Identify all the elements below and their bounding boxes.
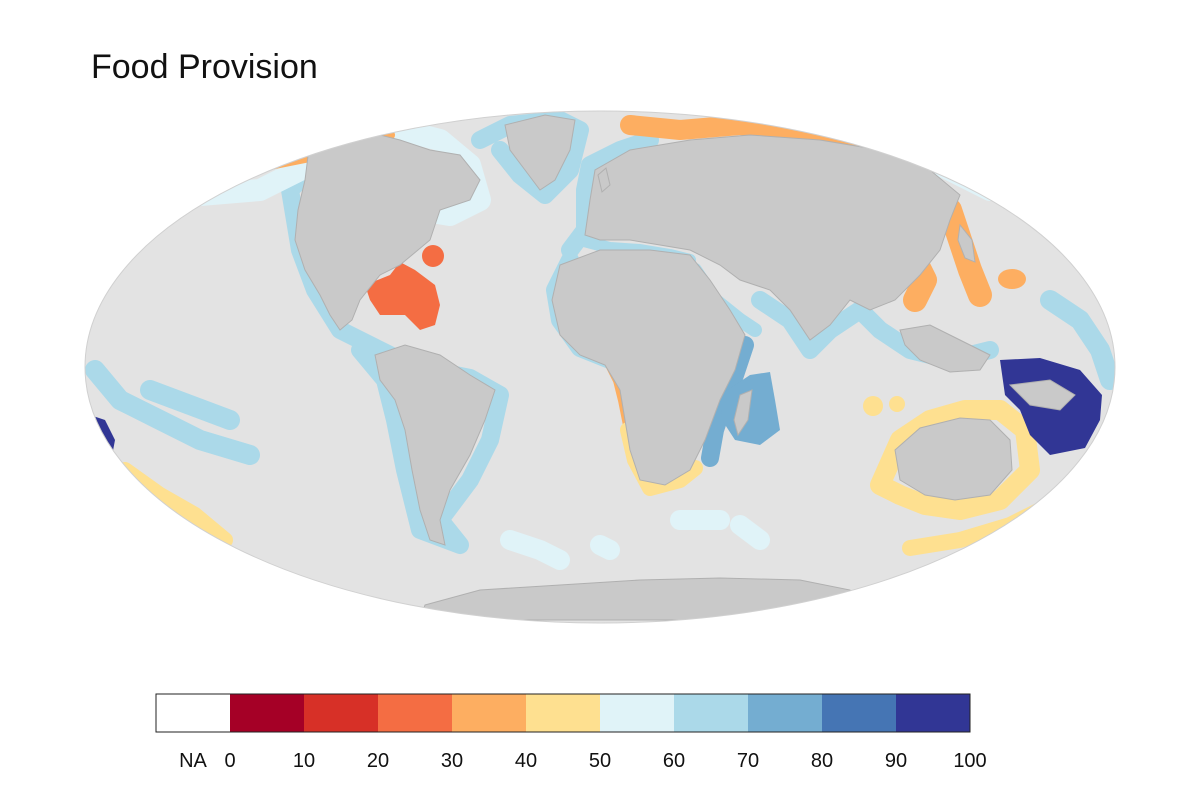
eez-southern-islands (500, 510, 770, 570)
land-north-america (294, 129, 481, 331)
land-australia (894, 417, 1013, 501)
legend-na-label: NA (179, 750, 207, 772)
legend-swatch-80-90 (822, 694, 896, 732)
map-title: Food Provision (91, 48, 318, 86)
legend-tick-30: 30 (441, 750, 463, 772)
legend-tick-60: 60 (663, 750, 685, 772)
legend-swatch-0-10 (230, 694, 304, 732)
legend-tick-100: 100 (953, 750, 986, 772)
eez-pacific-islands (85, 290, 1115, 465)
legend-swatch-70-80 (748, 694, 822, 732)
land-greenland (504, 114, 576, 191)
legend-tick-10: 10 (293, 750, 315, 772)
legend-swatches (156, 694, 970, 732)
legend-tick-labels: 0 10 20 30 40 50 60 70 80 90 100 (224, 750, 986, 772)
land-antarctica (419, 577, 861, 621)
region-australia (870, 400, 1040, 520)
region-arctic-russia (620, 115, 870, 150)
land-japan (957, 223, 976, 263)
land-papua (1008, 379, 1076, 411)
land-madagascar (733, 389, 753, 437)
legend-tick-40: 40 (515, 750, 537, 772)
land-eurasia (584, 134, 961, 341)
world-map (84, 110, 1116, 624)
legend-swatch-60-70 (674, 694, 748, 732)
land-africa (551, 249, 746, 486)
eez-americas (281, 141, 509, 554)
eez-north-america-north (189, 119, 491, 226)
legend-tick-80: 80 (811, 750, 833, 772)
region-caribbean (365, 262, 440, 330)
land-uk (597, 167, 611, 193)
land-southeast-asia-islands (899, 324, 991, 373)
region-indian-ocean-islands (863, 396, 883, 416)
legend-tick-90: 90 (885, 750, 907, 772)
land-layer (294, 114, 1076, 621)
land-south-america (374, 344, 496, 546)
region-bermuda (422, 245, 444, 267)
legend-swatch-50-60 (600, 694, 674, 732)
legend-swatch-10-20 (304, 694, 378, 732)
region-japan-offshore (998, 269, 1026, 289)
legend-tick-50: 50 (589, 750, 611, 772)
eez-europe (561, 131, 659, 259)
region-indian-ocean-islands-2 (889, 396, 905, 412)
legend-tick-20: 20 (367, 750, 389, 772)
globe-outline (84, 110, 1116, 624)
legend-swatch-na (156, 694, 230, 732)
legend-swatch-90-100 (896, 694, 970, 732)
legend-swatch-30-40 (452, 694, 526, 732)
legend-tick-0: 0 (224, 750, 235, 772)
legend-frame (155, 693, 971, 733)
region-south-pacific (117, 462, 233, 548)
legend-swatch-40-50 (526, 694, 600, 732)
legend-swatch-20-30 (378, 694, 452, 732)
legend-tick-70: 70 (737, 750, 759, 772)
